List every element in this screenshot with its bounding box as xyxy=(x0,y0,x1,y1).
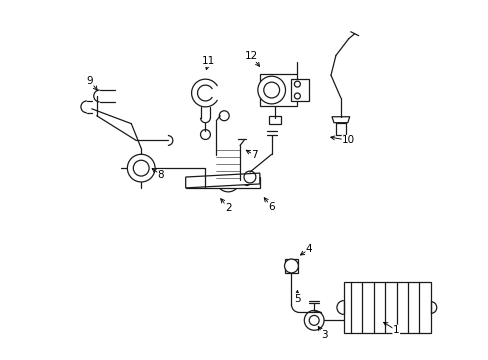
Circle shape xyxy=(244,180,249,185)
Polygon shape xyxy=(185,173,259,188)
Bar xyxy=(268,116,280,123)
Text: 1: 1 xyxy=(392,325,399,335)
Text: 12: 12 xyxy=(245,51,258,62)
Circle shape xyxy=(294,93,300,99)
Text: 5: 5 xyxy=(293,294,300,303)
Text: 8: 8 xyxy=(157,170,164,180)
Circle shape xyxy=(294,81,300,87)
Circle shape xyxy=(304,310,324,330)
Polygon shape xyxy=(331,117,349,123)
Text: 10: 10 xyxy=(342,135,355,145)
Circle shape xyxy=(194,180,200,185)
Bar xyxy=(185,177,259,188)
Circle shape xyxy=(284,259,298,273)
Text: 2: 2 xyxy=(224,203,231,213)
Text: 11: 11 xyxy=(202,57,215,66)
Bar xyxy=(335,123,345,135)
Text: 4: 4 xyxy=(305,244,312,254)
Text: 3: 3 xyxy=(320,330,326,340)
Bar xyxy=(284,259,298,273)
Bar xyxy=(259,74,297,106)
Circle shape xyxy=(257,76,285,104)
Bar xyxy=(291,79,308,101)
Text: 6: 6 xyxy=(268,202,274,212)
Text: 7: 7 xyxy=(251,150,258,160)
Bar xyxy=(343,282,430,333)
Circle shape xyxy=(127,154,155,182)
Text: 9: 9 xyxy=(86,76,93,86)
